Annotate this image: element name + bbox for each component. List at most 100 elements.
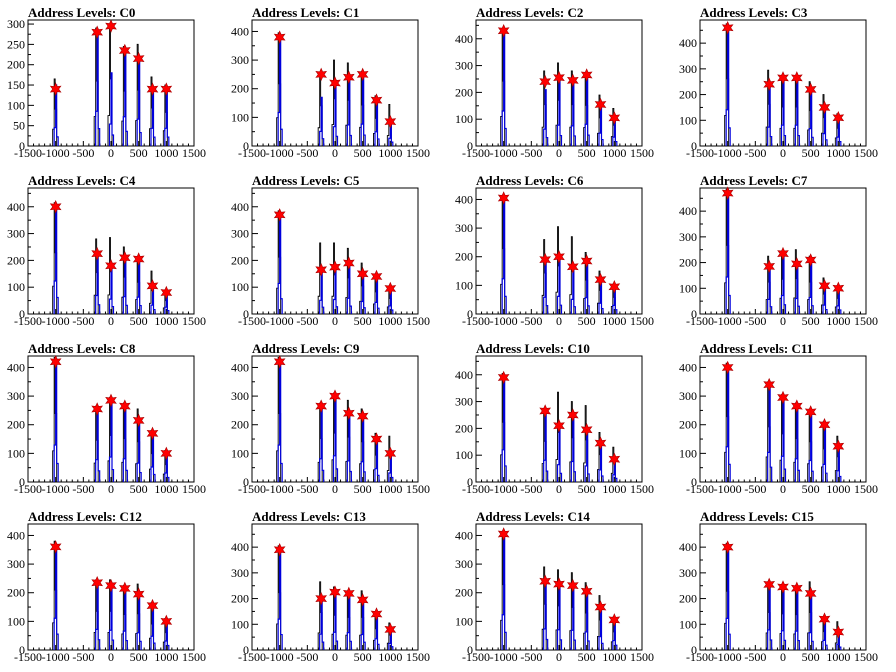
peak-star-marker bbox=[804, 586, 817, 601]
peak-star-marker bbox=[790, 71, 803, 85]
x-tick-label: -500 bbox=[72, 482, 94, 496]
peak-star-marker bbox=[721, 540, 734, 554]
y-tick-label: 200 bbox=[231, 82, 249, 96]
y-tick-label: 300 bbox=[231, 566, 249, 580]
chart-title: Address Levels: C6 bbox=[476, 173, 584, 188]
y-tick-label: 300 bbox=[679, 389, 697, 403]
y-tick-label: 100 bbox=[455, 112, 473, 126]
x-tick-label: 500 bbox=[130, 314, 148, 328]
x-tick-label: -1500 bbox=[238, 314, 266, 328]
x-tick-label: 0 bbox=[108, 650, 114, 664]
y-tick-label: 200 bbox=[455, 85, 473, 99]
x-tick-label: 1500 bbox=[854, 482, 878, 496]
y-tick-label: 400 bbox=[231, 360, 249, 374]
peak-star-marker bbox=[777, 390, 789, 405]
peak-star-marker bbox=[160, 446, 173, 461]
x-tick-label: -1000 bbox=[714, 650, 742, 664]
x-tick-label: 1000 bbox=[154, 314, 178, 328]
y-tick-label: 300 bbox=[231, 227, 249, 241]
x-tick-label: 1500 bbox=[630, 482, 654, 496]
y-tick-label: 0 bbox=[19, 643, 25, 657]
peak-star-marker bbox=[580, 254, 593, 268]
x-tick-label: 0 bbox=[556, 650, 562, 664]
y-tick-label: 0 bbox=[19, 139, 25, 153]
x-tick-label: 0 bbox=[780, 314, 786, 328]
x-tick-label: -500 bbox=[744, 482, 766, 496]
x-tick-label: -500 bbox=[72, 650, 94, 664]
y-tick-label: 0 bbox=[467, 307, 473, 321]
x-tick-label: 500 bbox=[130, 482, 148, 496]
peak-star-marker bbox=[594, 272, 607, 287]
y-tick-label: 400 bbox=[231, 540, 249, 554]
peak-star-marker bbox=[566, 578, 579, 593]
peak-star-marker bbox=[49, 354, 62, 369]
peak-star-marker bbox=[370, 607, 383, 621]
y-tick-label: 400 bbox=[7, 528, 25, 542]
peak-star-marker bbox=[118, 250, 131, 265]
y-tick-label: 300 bbox=[455, 395, 473, 409]
peak-star-marker bbox=[580, 584, 593, 599]
chart-panel-c12: Address Levels: C12 0 100 200 300 400 -1500 -10… bbox=[7, 509, 206, 664]
peak-star-marker bbox=[832, 110, 845, 125]
peak-star-marker bbox=[580, 422, 593, 437]
y-tick-label: 200 bbox=[679, 418, 697, 432]
x-tick-label: 0 bbox=[108, 146, 114, 160]
x-tick-label: 500 bbox=[578, 650, 596, 664]
y-tick-label: 300 bbox=[455, 557, 473, 571]
x-tick-label: 0 bbox=[780, 146, 786, 160]
x-tick-label: -500 bbox=[520, 482, 542, 496]
y-tick-label: 300 bbox=[7, 17, 25, 31]
peak-star-marker bbox=[763, 77, 776, 92]
y-tick-label: 100 bbox=[7, 98, 25, 112]
y-tick-label: 400 bbox=[679, 204, 697, 218]
x-tick-label: 500 bbox=[578, 314, 596, 328]
chart-title: Address Levels: C11 bbox=[700, 341, 813, 356]
peak-star-marker bbox=[553, 418, 565, 433]
chart-title: Address Levels: C12 bbox=[28, 509, 142, 524]
x-tick-label: -1000 bbox=[266, 482, 294, 496]
peak-star-marker bbox=[315, 591, 328, 606]
chart-panel-c8: Address Levels: C8 0 100 200 300 400 -1500 -100… bbox=[7, 341, 206, 496]
peak-star-marker bbox=[608, 280, 621, 294]
peak-star-marker bbox=[818, 100, 831, 115]
x-tick-label: 1000 bbox=[378, 146, 402, 160]
peak-star-marker bbox=[342, 256, 355, 270]
peak-star-marker bbox=[356, 409, 369, 423]
chart-title: Address Levels: C7 bbox=[700, 173, 808, 188]
x-tick-label: 500 bbox=[802, 146, 820, 160]
x-tick-label: -1000 bbox=[266, 314, 294, 328]
peak-star-marker bbox=[818, 612, 831, 626]
x-tick-label: 1000 bbox=[154, 146, 178, 160]
x-tick-label: -1500 bbox=[14, 314, 42, 328]
y-tick-label: 200 bbox=[7, 253, 25, 267]
y-tick-label: 300 bbox=[679, 566, 697, 580]
x-tick-label: 1500 bbox=[854, 146, 878, 160]
y-tick-label: 300 bbox=[679, 230, 697, 244]
x-tick-label: -1500 bbox=[686, 650, 714, 664]
x-tick-label: -1500 bbox=[462, 314, 490, 328]
peak-star-marker bbox=[763, 377, 776, 392]
peak-star-marker bbox=[370, 432, 383, 446]
y-tick-label: 100 bbox=[679, 281, 697, 295]
peak-star-marker bbox=[384, 446, 397, 461]
chart-title: Address Levels: C5 bbox=[252, 173, 360, 188]
peak-star-marker bbox=[132, 51, 145, 66]
x-tick-label: 1500 bbox=[406, 314, 430, 328]
peak-star-marker bbox=[91, 402, 104, 416]
y-tick-label: 200 bbox=[455, 250, 473, 264]
y-tick-label: 100 bbox=[679, 617, 697, 631]
y-tick-label: 100 bbox=[231, 110, 249, 124]
x-tick-label: 0 bbox=[332, 314, 338, 328]
peak-star-marker bbox=[315, 399, 328, 413]
peak-star-marker bbox=[160, 285, 173, 300]
peak-star-marker bbox=[329, 585, 341, 599]
peak-star-marker bbox=[356, 67, 369, 82]
x-tick-label: 1500 bbox=[630, 314, 654, 328]
x-tick-label: -1500 bbox=[462, 146, 490, 160]
x-tick-label: 1000 bbox=[826, 650, 850, 664]
y-tick-label: 150 bbox=[7, 78, 25, 92]
peak-star-marker bbox=[315, 67, 328, 82]
chart-panel-c11: Address Levels: C11 0 100 200 300 400 -1500 -10… bbox=[679, 341, 878, 496]
peak-star-marker bbox=[146, 426, 159, 441]
